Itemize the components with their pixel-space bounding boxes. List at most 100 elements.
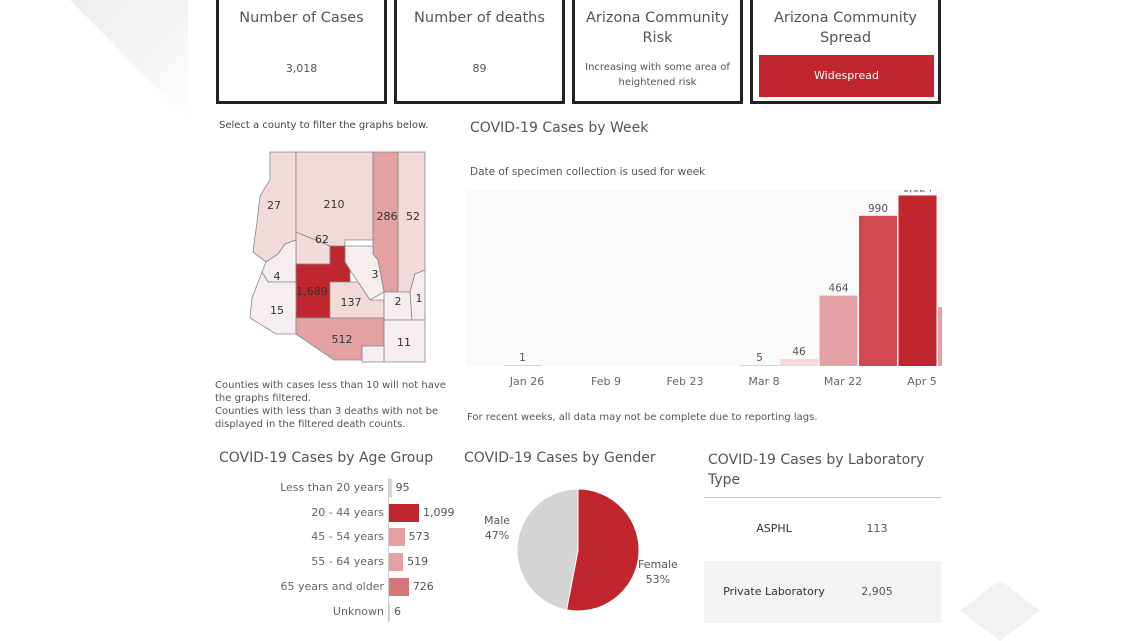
pie-label-female-name: Female xyxy=(638,558,678,571)
pie-label-female-pct: 53% xyxy=(645,573,671,586)
age-bar[interactable] xyxy=(389,528,405,547)
county-label-pima: 512 xyxy=(332,333,353,346)
age-bar-value: 6 xyxy=(394,604,401,618)
age-bar[interactable] xyxy=(389,602,390,621)
county-label-graham: 2 xyxy=(395,295,402,308)
week-bar-value: 1 xyxy=(519,352,526,364)
pie-slice-female[interactable] xyxy=(565,488,640,612)
county-label-yavapai: 62 xyxy=(315,233,329,246)
age-chart-title: COVID-19 Cases by Age Group xyxy=(219,450,434,466)
table-row: ASPHL 113 xyxy=(704,498,941,560)
county-label-yuma: 15 xyxy=(270,304,284,317)
weekly-chart-note: For recent weeks, all data may not be co… xyxy=(467,412,818,423)
pie-label-male-pct: 47% xyxy=(484,529,510,542)
week-bar-value: 464 xyxy=(828,283,848,295)
kpi-card-cases: Number of Cases 3,018 xyxy=(216,0,387,104)
pie-label-male: Male 47% xyxy=(484,513,510,543)
age-row[interactable]: 65 years and older 726 xyxy=(219,577,459,598)
lab-table-divider xyxy=(704,497,941,498)
map-footnote-deaths: Counties with less than 3 deaths with no… xyxy=(215,406,439,430)
weekly-chart-title: COVID-19 Cases by Week xyxy=(470,120,649,136)
lab-table-title: COVID-19 Cases by Laboratory Type xyxy=(708,452,925,488)
gender-pie-chart[interactable] xyxy=(510,482,646,618)
age-row[interactable]: 45 - 54 years 573 xyxy=(219,528,459,548)
kpi-title: Arizona Community Risk xyxy=(586,10,729,46)
week-bar[interactable] xyxy=(938,307,942,366)
pie-slice-male[interactable] xyxy=(516,488,579,611)
age-row[interactable]: 20 - 44 years 1,099 xyxy=(219,503,459,524)
arizona-county-map[interactable]: 27 210 286 52 62 4 3 1,689 15 137 2 1 51… xyxy=(240,145,435,367)
week-bar[interactable] xyxy=(859,215,897,366)
kpi-value: 89 xyxy=(472,62,487,75)
age-bar[interactable] xyxy=(389,577,409,596)
kpi-value: 3,018 xyxy=(285,62,318,75)
pie-label-male-name: Male xyxy=(484,514,511,527)
county-santacruz[interactable] xyxy=(361,345,385,363)
county-greenlee[interactable] xyxy=(409,269,426,321)
county-label-coconino: 210 xyxy=(324,198,345,211)
week-bar[interactable] xyxy=(898,195,937,366)
county-label-cochise: 11 xyxy=(397,336,411,349)
county-label-greenlee: 1 xyxy=(416,292,423,305)
county-label-navajo: 286 xyxy=(377,210,398,223)
gender-chart-title: COVID-19 Cases by Gender xyxy=(464,450,656,466)
map-footnote: Counties with cases less than 10 will no… xyxy=(215,379,465,431)
week-tick-label: Jan 26 xyxy=(509,375,544,388)
lab-value: 113 xyxy=(866,522,888,535)
age-category-label: 20 - 44 years xyxy=(311,505,384,519)
week-bar-value: 1,124 xyxy=(902,190,932,194)
kpi-title: Number of Cases xyxy=(239,10,364,26)
age-bar-value: 726 xyxy=(412,579,434,593)
county-yuma[interactable] xyxy=(249,271,297,335)
spread-badge: Widespread xyxy=(759,55,934,97)
county-label-mohave: 27 xyxy=(267,199,281,212)
week-bar-value: 5 xyxy=(756,352,763,364)
age-bar-value: 1,099 xyxy=(423,505,455,519)
age-bar[interactable] xyxy=(389,553,404,572)
kpi-title: Arizona Community Spread xyxy=(774,10,917,46)
table-row: Private Laboratory 2,905 xyxy=(704,561,941,623)
week-tick-label: Feb 23 xyxy=(667,375,704,388)
age-bar-value: 95 xyxy=(395,481,410,494)
kpi-value: Increasing with some area of heightened … xyxy=(585,62,730,88)
county-label-maricopa: 1,689 xyxy=(296,285,328,298)
county-label-gila: 3 xyxy=(372,268,379,281)
lab-name: Private Laboratory xyxy=(723,585,825,598)
week-bar[interactable] xyxy=(503,365,542,366)
age-category-label: Less than 20 years xyxy=(280,481,384,494)
week-bar[interactable] xyxy=(819,295,858,366)
kpi-card-spread: Arizona Community Spread Widespread xyxy=(750,0,941,104)
age-bar[interactable] xyxy=(389,503,419,522)
week-bar-value: 46 xyxy=(792,346,806,358)
lab-value: 2,905 xyxy=(861,585,893,598)
age-row[interactable]: Less than 20 years 95 xyxy=(219,479,459,499)
weekly-chart-subtitle: Date of specimen collection is used for … xyxy=(470,166,706,178)
background-decoration xyxy=(70,0,188,120)
kpi-title: Number of deaths xyxy=(414,10,545,26)
background-decoration xyxy=(960,580,1040,641)
age-row[interactable]: 55 - 64 years 519 xyxy=(219,553,459,573)
week-bar[interactable] xyxy=(740,365,779,366)
county-label-lapaz: 4 xyxy=(274,270,281,283)
age-row[interactable]: Unknown 6 xyxy=(219,602,459,623)
kpi-card-deaths: Number of deaths 89 xyxy=(394,0,565,104)
map-instruction: Select a county to filter the graphs bel… xyxy=(219,120,429,131)
week-bar[interactable] xyxy=(780,359,818,366)
age-bar-value: 519 xyxy=(407,555,429,569)
age-bar[interactable] xyxy=(389,479,392,497)
county-label-pinal: 137 xyxy=(341,296,362,309)
age-bar-value: 573 xyxy=(408,530,430,544)
map-footnote-cases: Counties with cases less than 10 will no… xyxy=(215,380,446,404)
week-tick-label: Mar 8 xyxy=(748,375,779,388)
age-category-label: 45 - 54 years xyxy=(311,530,384,544)
kpi-card-risk: Arizona Community Risk Increasing with s… xyxy=(572,0,743,104)
age-axis-line xyxy=(388,478,389,623)
lab-name: ASPHL xyxy=(756,522,792,535)
week-tick-label: Apr 5 xyxy=(907,375,937,388)
pie-label-female: Female 53% xyxy=(638,557,678,587)
age-category-label: 65 years and older xyxy=(280,579,384,593)
week-bar-value: 990 xyxy=(868,203,888,215)
week-tick-label: Mar 22 xyxy=(824,375,862,388)
age-category-label: Unknown xyxy=(332,604,384,618)
